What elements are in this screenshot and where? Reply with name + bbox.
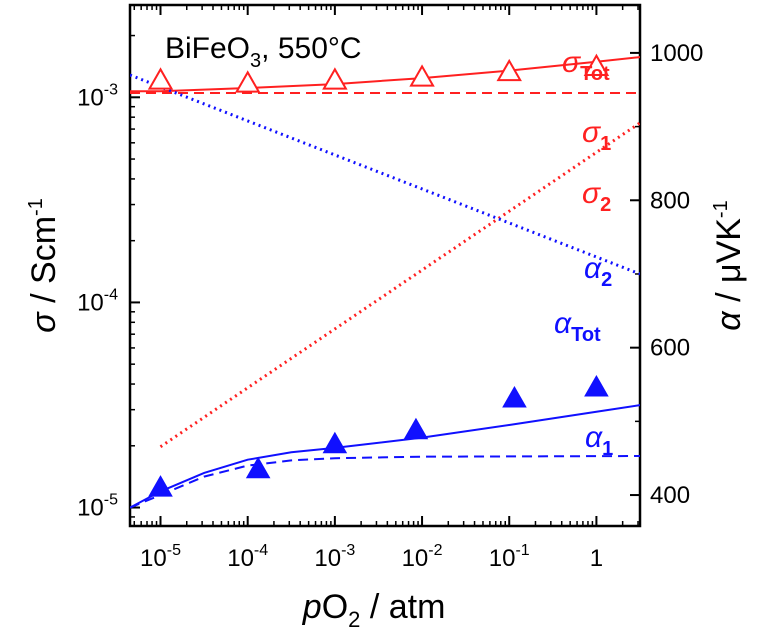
x-tick-label: 10-1	[489, 542, 530, 572]
y-right-axis-title: α / μVK-1	[710, 200, 748, 330]
x-tick-label: 10-2	[402, 542, 443, 572]
sample-label: BiFeO3, 550°C	[165, 32, 362, 72]
line-α-tot-fit	[130, 404, 640, 509]
x-tick-label: 1	[590, 545, 603, 572]
label-alpha-tot: αTot	[554, 307, 601, 346]
y-left-tick-label: 10-3	[77, 81, 118, 111]
marker-σ-tot-measured	[583, 53, 610, 76]
marker-σ-tot-measured	[147, 67, 174, 90]
y-right-tick-label: 400	[650, 482, 690, 509]
marker-α-tot-measured	[403, 417, 429, 440]
marker-α-tot-measured	[322, 431, 348, 454]
marker-σ-tot-measured	[322, 67, 348, 90]
y-right-tick-label: 600	[650, 335, 690, 362]
marker-α-tot-measured	[502, 386, 527, 408]
y-left-tick-label: 10-4	[77, 286, 118, 316]
line-σ-2	[159, 121, 640, 448]
y-left-tick-label: 10-5	[77, 492, 118, 522]
marker-σ-tot-measured	[234, 70, 261, 93]
label-sigma-tot: σTot	[562, 46, 610, 85]
marker-α-tot-measured	[584, 374, 609, 397]
x-tick-label: 10-4	[227, 542, 268, 572]
line-α-1	[130, 455, 640, 509]
x-tick-label: 10-5	[140, 542, 181, 572]
plot-frame	[128, 3, 642, 528]
marker-α-tot-measured	[148, 475, 173, 497]
x-tick-label: 10-3	[314, 542, 355, 572]
y-left-axis-title: σ / Scm-1	[25, 198, 63, 333]
label-alpha-2: α2	[584, 252, 612, 291]
line-σ-tot-fit	[130, 56, 640, 93]
label-sigma-2: σ2	[582, 177, 611, 216]
label-alpha-1: α1	[585, 421, 613, 460]
marker-α-tot-measured	[245, 456, 271, 479]
y-right-tick-label: 1000	[650, 40, 703, 67]
label-sigma-1: σ1	[582, 116, 611, 155]
marker-σ-tot-measured	[409, 64, 435, 87]
plot-area	[130, 53, 640, 509]
y-right-tick-label: 800	[650, 187, 690, 214]
marker-σ-tot-measured	[496, 58, 522, 82]
line-α-2	[130, 73, 640, 276]
x-axis-title: pO2 / atm	[302, 588, 446, 632]
